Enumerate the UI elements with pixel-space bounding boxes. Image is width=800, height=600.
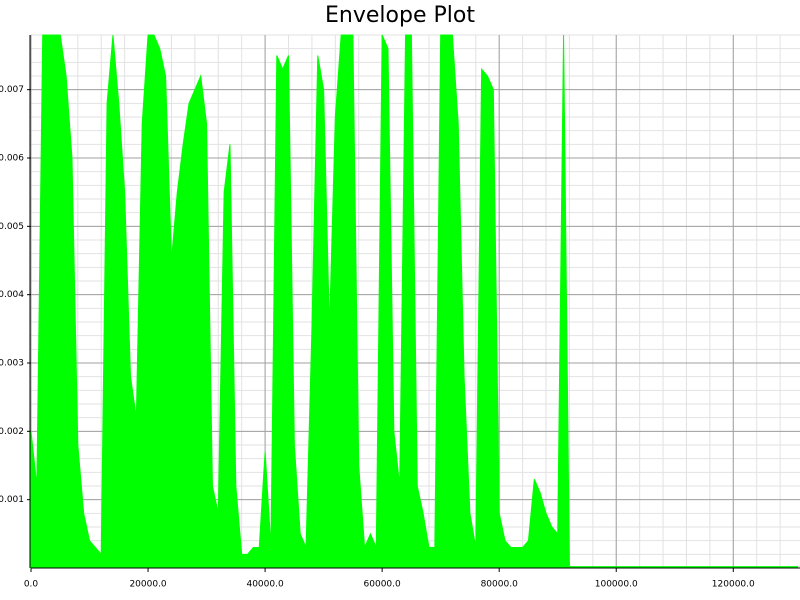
chart-title: Envelope Plot xyxy=(325,3,475,28)
x-tick-label: 100000.0 xyxy=(595,580,638,590)
y-tick-label: 0.004 xyxy=(0,290,24,300)
x-tick-label: 0.0 xyxy=(24,580,39,590)
x-tick-label: 20000.0 xyxy=(129,580,166,590)
y-tick-label: 0.007 xyxy=(0,85,24,95)
x-tick-label: 40000.0 xyxy=(246,580,283,590)
x-tick-label: 60000.0 xyxy=(364,580,401,590)
y-tick-label: 0.005 xyxy=(0,222,24,232)
y-tick-label: 0.001 xyxy=(0,495,24,505)
y-tick-label: 0.006 xyxy=(0,154,24,164)
envelope-area xyxy=(30,34,799,569)
y-tick-label: 0.003 xyxy=(0,359,24,369)
y-tick-label: 0.002 xyxy=(0,427,24,437)
x-tick-label: 80000.0 xyxy=(481,580,518,590)
x-tick-label: 120000.0 xyxy=(712,580,755,590)
